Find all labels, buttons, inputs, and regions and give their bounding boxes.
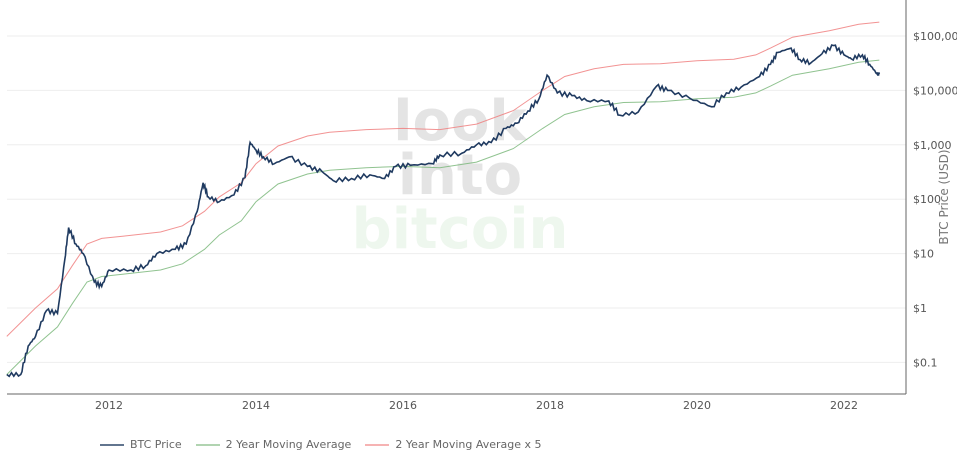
series-line-0	[6, 44, 881, 378]
watermark-word: bitcoin	[352, 197, 569, 262]
legend-label: BTC Price	[130, 438, 182, 451]
x-tick-label: 2016	[389, 399, 417, 412]
x-tick-label: 2022	[830, 399, 858, 412]
legend-item-btc-price[interactable]: BTC Price	[100, 438, 182, 451]
y-axis-label: BTC Price (USD)	[937, 149, 951, 244]
y-tick-label: $10	[913, 248, 934, 261]
series-line-2	[6, 21, 880, 337]
x-ticks: 2012 2014 2016 2018 2020 2022	[95, 399, 858, 412]
legend-item-2yma[interactable]: 2 Year Moving Average	[195, 438, 352, 451]
x-tick-label: 2018	[536, 399, 564, 412]
y-ticks: $100,000 $10,000 $1,000 $100 $10 $1 $0.1	[913, 30, 957, 369]
x-tick-label: 2014	[242, 399, 270, 412]
legend-label: 2 Year Moving Average	[225, 438, 352, 451]
series-group	[6, 21, 881, 378]
y-tick-label: $1,000	[913, 139, 952, 152]
legend-label: 2 Year Moving Average x 5	[395, 438, 542, 451]
y-tick-label: $100,000	[913, 30, 957, 43]
series-line-1	[6, 59, 880, 375]
y-tick-label: $0.1	[913, 356, 938, 369]
y-tick-label: $100	[913, 193, 941, 206]
y-tick-label: $10,000	[913, 84, 957, 97]
x-tick-label: 2012	[95, 399, 123, 412]
legend: BTC Price 2 Year Moving Average 2 Year M…	[100, 438, 542, 451]
x-tick-label: 2020	[683, 399, 711, 412]
y-tick-label: $1	[913, 302, 927, 315]
gridlines	[7, 35, 906, 363]
legend-item-2yma-x5[interactable]: 2 Year Moving Average x 5	[365, 438, 542, 451]
watermark-word: look	[393, 89, 528, 154]
